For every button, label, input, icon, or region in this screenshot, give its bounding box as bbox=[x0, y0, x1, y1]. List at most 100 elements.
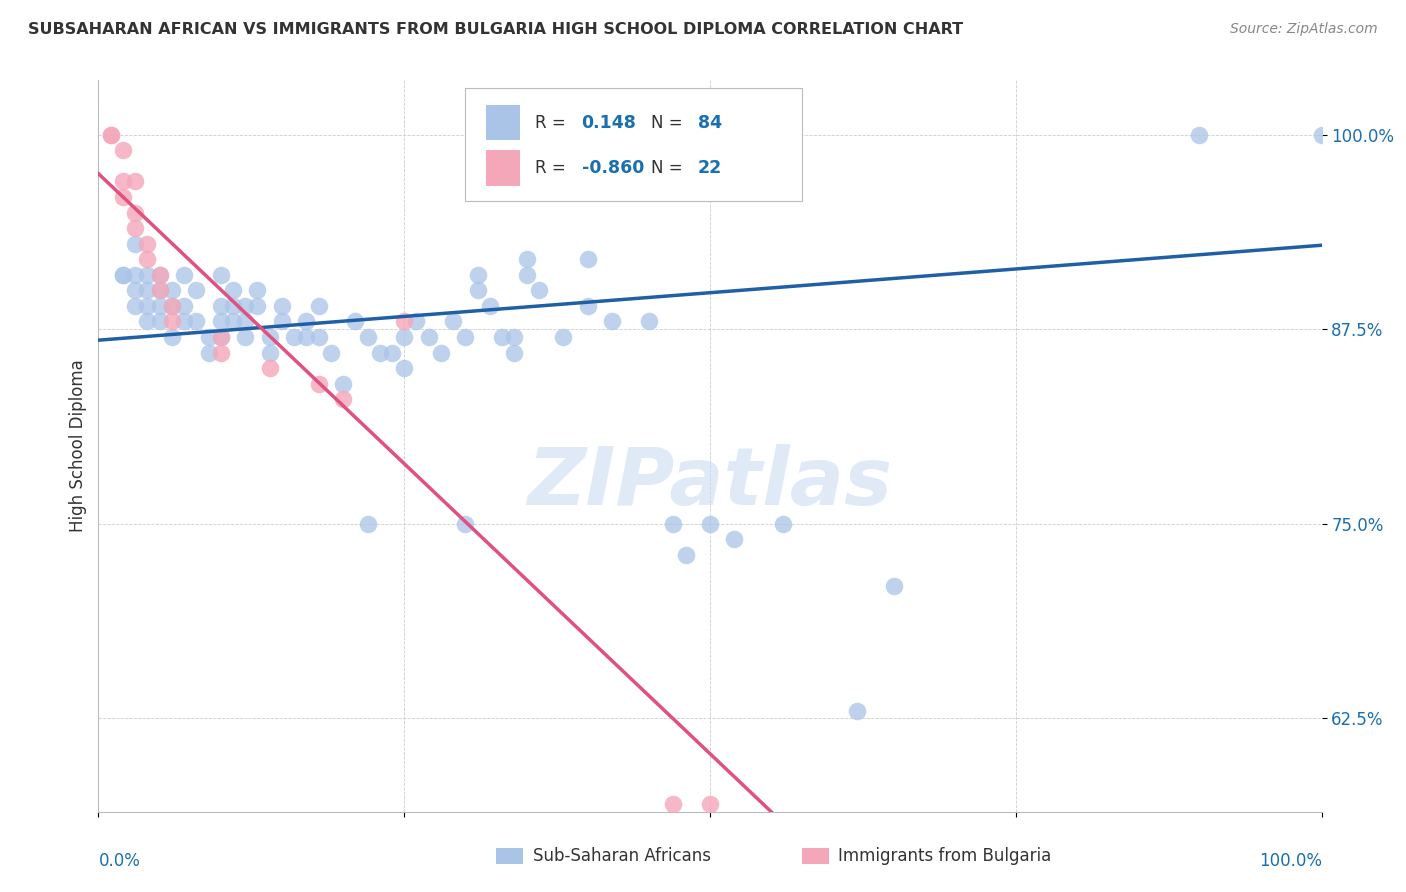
Point bbox=[136, 268, 159, 282]
Point bbox=[392, 330, 416, 344]
Text: R =: R = bbox=[536, 159, 565, 177]
Point bbox=[124, 174, 146, 188]
Text: -0.860: -0.860 bbox=[582, 159, 644, 177]
Point bbox=[441, 314, 464, 328]
Point bbox=[246, 299, 269, 313]
Point bbox=[368, 345, 391, 359]
Point bbox=[136, 252, 159, 267]
Point bbox=[149, 284, 172, 298]
Point bbox=[222, 299, 245, 313]
Point bbox=[124, 221, 146, 235]
Point bbox=[1188, 128, 1211, 142]
Point bbox=[503, 330, 526, 344]
Point bbox=[100, 128, 122, 142]
Point bbox=[173, 299, 195, 313]
Point bbox=[233, 314, 256, 328]
Point bbox=[418, 330, 440, 344]
Text: Sub-Saharan Africans: Sub-Saharan Africans bbox=[533, 847, 710, 864]
Text: Source: ZipAtlas.com: Source: ZipAtlas.com bbox=[1230, 22, 1378, 37]
Point bbox=[845, 704, 868, 718]
Point bbox=[149, 268, 172, 282]
Point bbox=[222, 284, 245, 298]
Point bbox=[308, 376, 330, 391]
Point bbox=[111, 144, 134, 158]
Point bbox=[662, 797, 685, 811]
Text: N =: N = bbox=[651, 113, 683, 132]
Y-axis label: High School Diploma: High School Diploma bbox=[69, 359, 87, 533]
Text: 100.0%: 100.0% bbox=[1258, 852, 1322, 870]
Point bbox=[662, 516, 685, 531]
Point bbox=[454, 516, 477, 531]
Point bbox=[600, 314, 623, 328]
Point bbox=[209, 314, 232, 328]
Point bbox=[173, 268, 195, 282]
Point bbox=[259, 330, 281, 344]
Text: 84: 84 bbox=[697, 113, 721, 132]
Point bbox=[392, 361, 416, 376]
Point bbox=[186, 284, 208, 298]
Point bbox=[136, 299, 159, 313]
Point bbox=[209, 330, 232, 344]
Point bbox=[527, 284, 550, 298]
FancyBboxPatch shape bbox=[486, 105, 520, 140]
Point bbox=[111, 268, 134, 282]
Point bbox=[295, 330, 318, 344]
Point bbox=[356, 330, 378, 344]
Text: 22: 22 bbox=[697, 159, 723, 177]
Point bbox=[270, 299, 294, 313]
Point bbox=[491, 330, 513, 344]
Point bbox=[772, 516, 794, 531]
Point bbox=[100, 128, 122, 142]
Point bbox=[675, 548, 697, 562]
Point bbox=[259, 361, 281, 376]
FancyBboxPatch shape bbox=[465, 87, 801, 201]
Point bbox=[699, 797, 721, 811]
Point bbox=[173, 314, 195, 328]
Text: Immigrants from Bulgaria: Immigrants from Bulgaria bbox=[838, 847, 1052, 864]
Point bbox=[503, 345, 526, 359]
Text: 0.0%: 0.0% bbox=[98, 852, 141, 870]
Point bbox=[454, 330, 477, 344]
Point bbox=[186, 314, 208, 328]
Point bbox=[295, 314, 318, 328]
Point bbox=[197, 345, 219, 359]
Point bbox=[124, 268, 146, 282]
Point bbox=[467, 268, 489, 282]
Point bbox=[332, 376, 354, 391]
Point bbox=[308, 330, 330, 344]
Point bbox=[111, 190, 134, 204]
Point bbox=[637, 314, 661, 328]
Point bbox=[149, 314, 172, 328]
Point bbox=[160, 284, 183, 298]
Point bbox=[381, 345, 404, 359]
Point bbox=[149, 299, 172, 313]
Point bbox=[149, 284, 172, 298]
Point bbox=[124, 299, 146, 313]
Point bbox=[111, 174, 134, 188]
Point bbox=[124, 205, 146, 219]
Text: ZIPatlas: ZIPatlas bbox=[527, 443, 893, 522]
Point bbox=[233, 330, 256, 344]
Point bbox=[111, 268, 134, 282]
Point bbox=[270, 314, 294, 328]
Point bbox=[259, 345, 281, 359]
Point bbox=[515, 268, 537, 282]
Point bbox=[515, 252, 537, 267]
Point bbox=[392, 314, 416, 328]
Point bbox=[160, 299, 183, 313]
Point bbox=[319, 345, 342, 359]
Point bbox=[308, 299, 330, 313]
Point bbox=[344, 314, 367, 328]
Point bbox=[136, 314, 159, 328]
Point bbox=[160, 299, 183, 313]
Point bbox=[356, 516, 378, 531]
Point bbox=[136, 284, 159, 298]
Point bbox=[332, 392, 354, 407]
FancyBboxPatch shape bbox=[496, 847, 523, 863]
Point bbox=[405, 314, 427, 328]
Point bbox=[197, 330, 219, 344]
Point bbox=[576, 299, 599, 313]
Point bbox=[883, 579, 905, 593]
Point bbox=[124, 284, 146, 298]
Point bbox=[553, 330, 575, 344]
